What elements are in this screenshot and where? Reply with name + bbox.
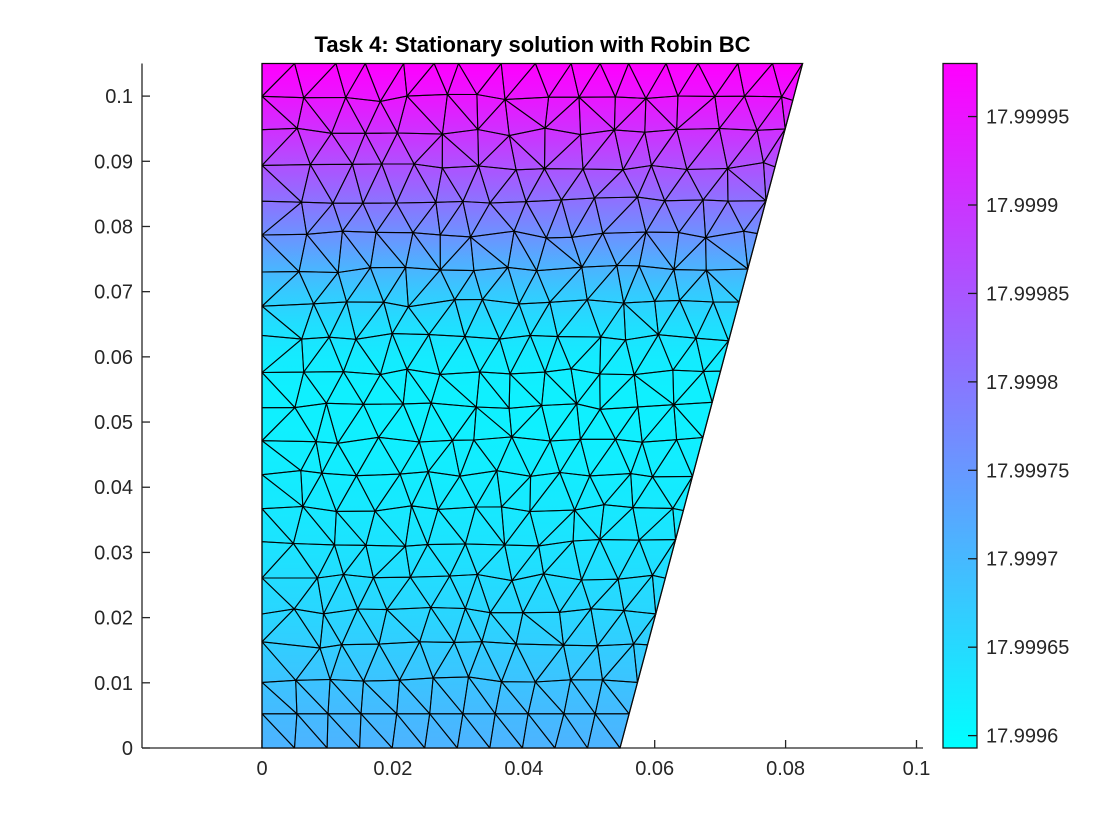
x-tick-label: 0.08 [766, 758, 805, 780]
fem-mesh-edges [261, 62, 804, 749]
colorbar [942, 62, 978, 749]
y-tick-label: 0.01 [94, 673, 133, 695]
y-tick-label: 0.09 [94, 151, 133, 173]
y-tick-label: 0.06 [94, 347, 133, 369]
colorbar-tick-label: 17.99995 [986, 107, 1069, 129]
y-tick-label: 0.08 [94, 216, 133, 238]
y-tick-label: 0 [122, 738, 133, 760]
plot-title: Task 4: Stationary solution with Robin B… [314, 32, 751, 57]
tick-labels: 0 0.02 0.04 0.06 0.08 0.1 0 0.01 0.02 0.03 0.04 0.0… [94, 86, 930, 780]
colorbar-tick-label: 17.99985 [986, 283, 1069, 305]
domain-boundary [261, 62, 804, 749]
x-tick-label: 0.02 [373, 758, 412, 780]
y-tick-label: 0.07 [94, 282, 133, 304]
x-tick-label: 0.04 [504, 758, 543, 780]
solution-surface [262, 63, 803, 748]
y-tick-label: 0.02 [94, 608, 133, 630]
colorbar-tick-label: 17.9998 [986, 372, 1058, 394]
y-tick-label: 0.1 [105, 86, 133, 108]
colorbar-tick-label: 17.99975 [986, 460, 1069, 482]
colorbar-tick-label: 17.99965 [986, 637, 1069, 659]
y-tick-label: 0.04 [94, 477, 133, 499]
colorbar-tick-label: 17.9996 [986, 726, 1058, 748]
x-tick-label: 0.1 [903, 758, 931, 780]
colorbar-tick-label: 17.9999 [986, 195, 1058, 217]
colorbar-tick-label: 17.9997 [986, 549, 1058, 571]
x-tick-label: 0.06 [635, 758, 674, 780]
x-tick-label: 0 [256, 758, 267, 780]
colorbar-gradient [942, 62, 978, 749]
y-tick-label: 0.05 [94, 412, 133, 434]
y-tick-label: 0.03 [94, 542, 133, 564]
colorbar-labels: 17.9996 17.99965 17.9997 17.99975 17.9998 17.… [986, 107, 1069, 748]
